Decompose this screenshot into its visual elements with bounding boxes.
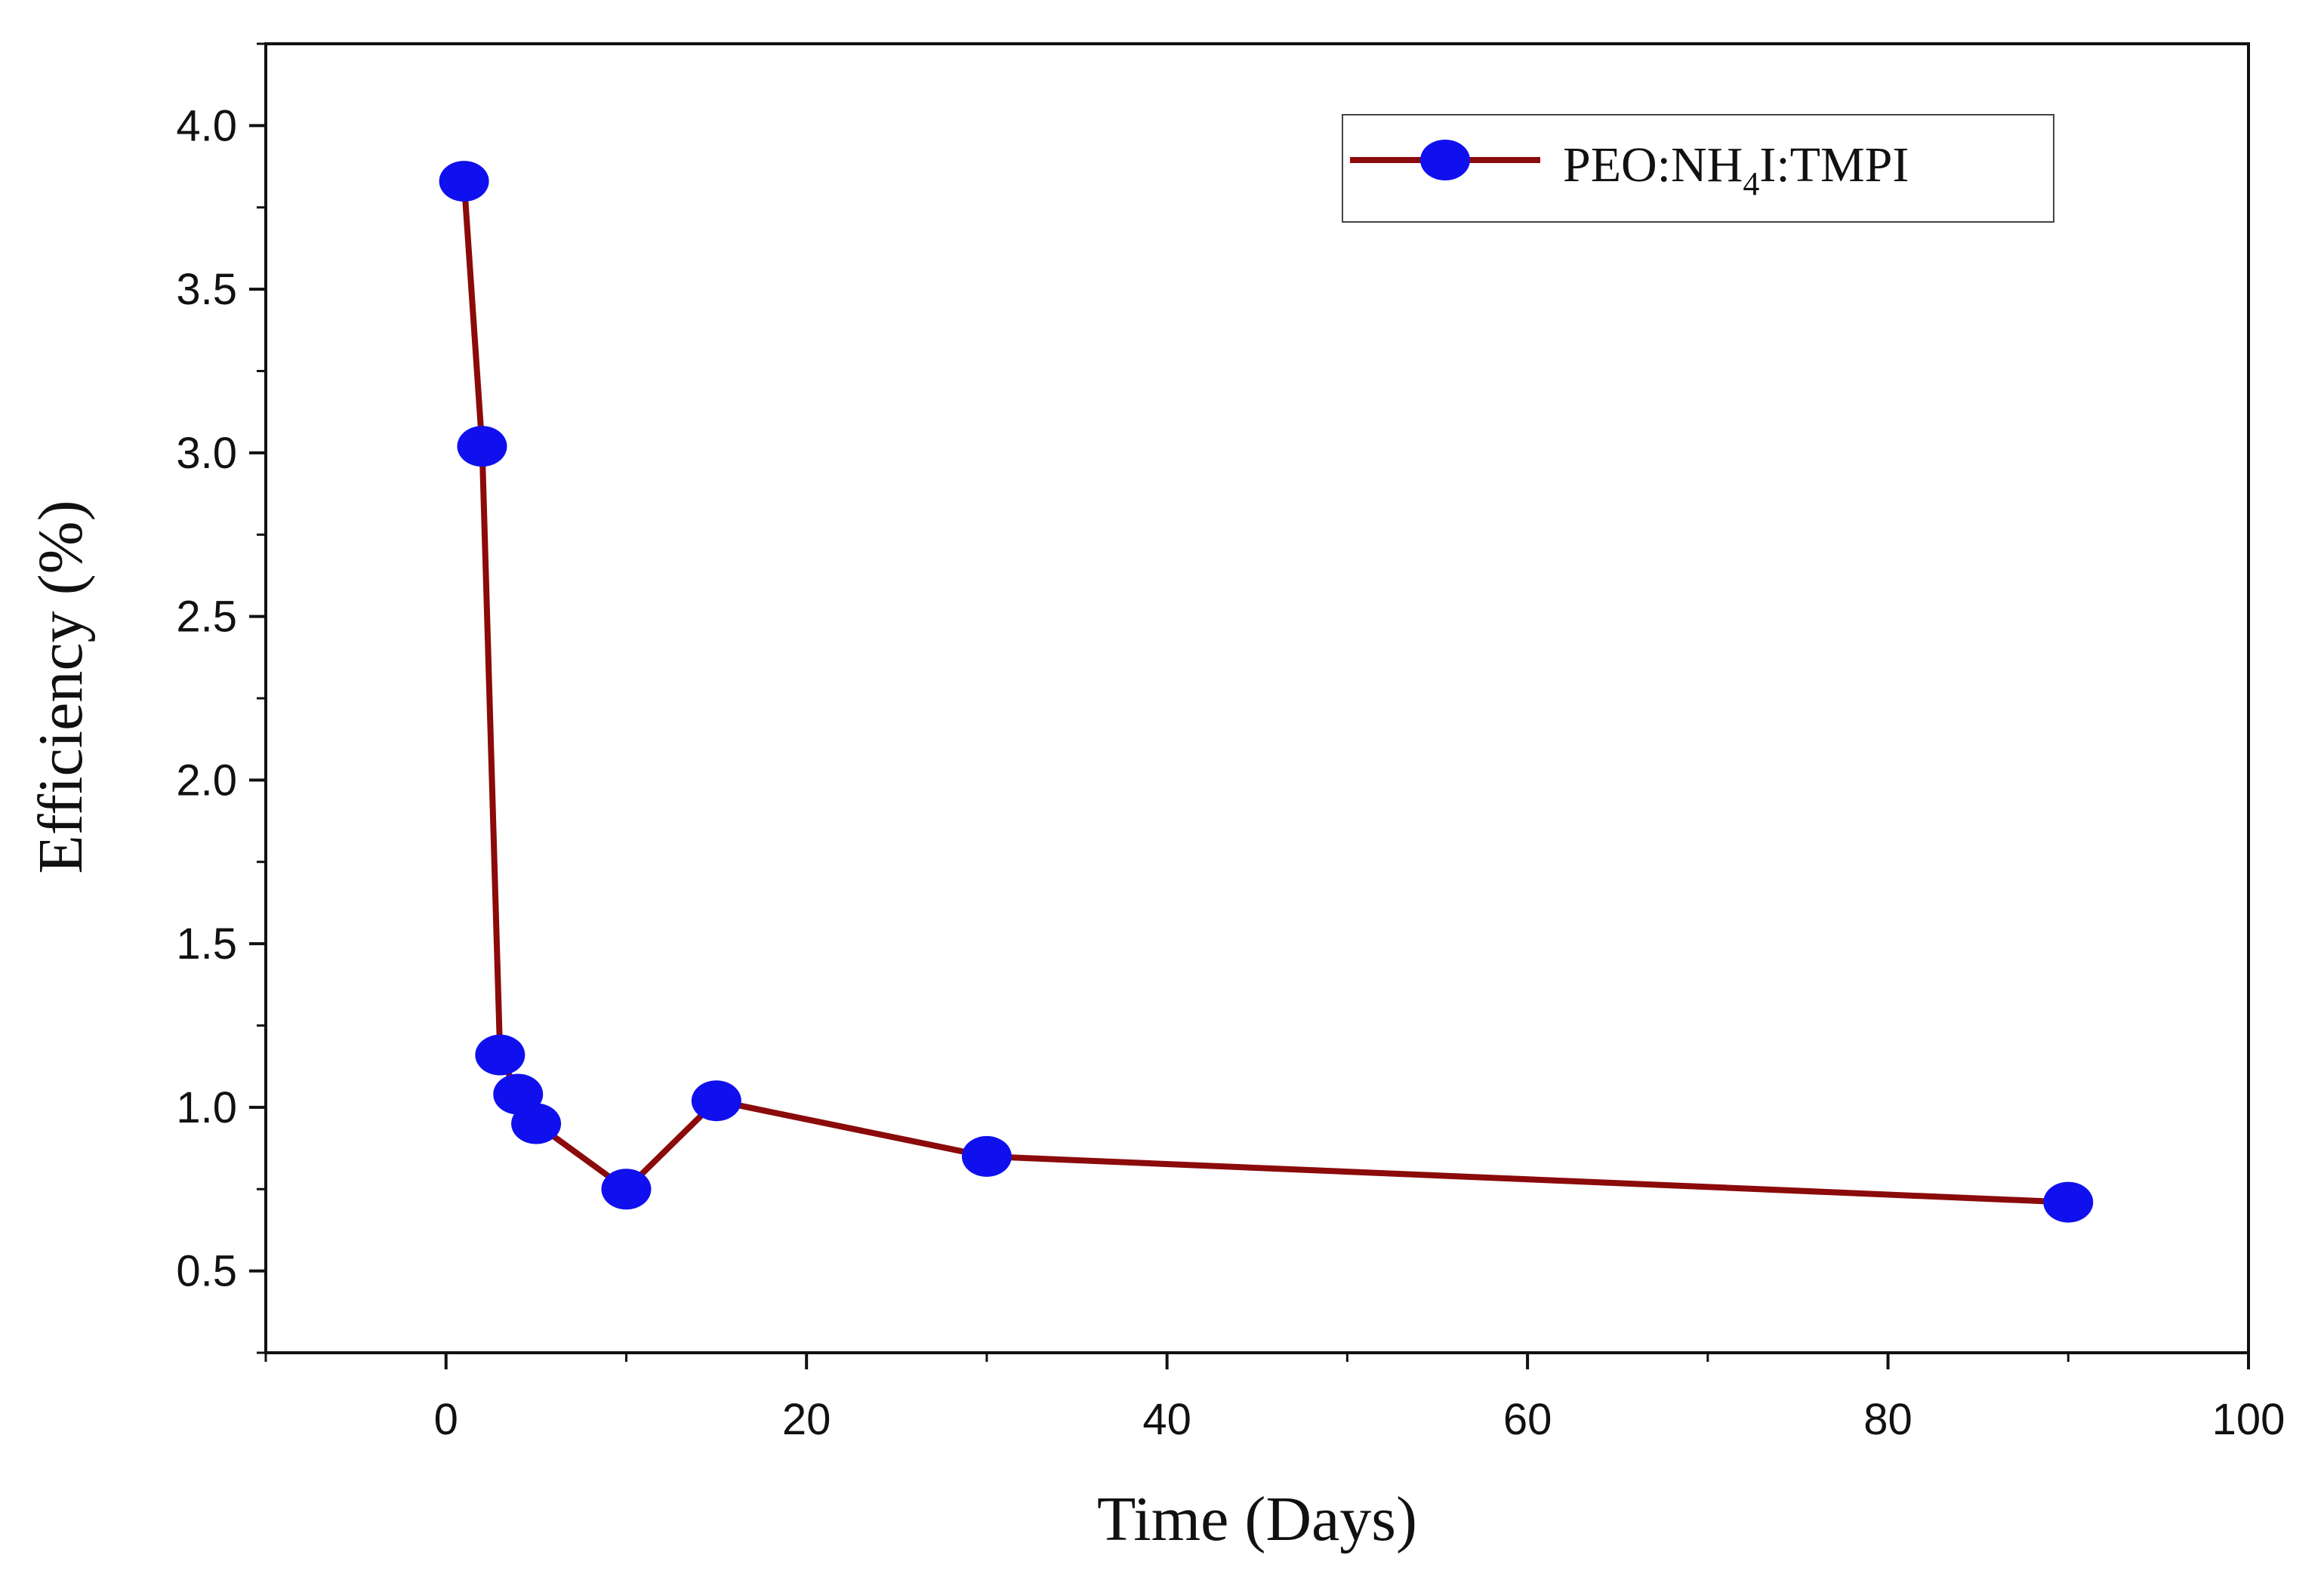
y-axis-title: Efficiency (%) <box>26 500 96 873</box>
y-tick-label: 4.0 <box>176 101 237 150</box>
x-tick-label: 60 <box>1503 1395 1552 1444</box>
data-point <box>457 426 507 467</box>
data-point <box>475 1034 526 1076</box>
legend-label-main: PEO:NH <box>1563 137 1743 192</box>
legend-label-suffix: I:TMPI <box>1759 137 1909 192</box>
legend-series-marker <box>1420 140 1470 180</box>
data-point <box>439 161 489 202</box>
data-point <box>601 1169 652 1210</box>
x-tick-label: 20 <box>782 1395 831 1444</box>
data-point <box>511 1103 562 1144</box>
data-point <box>691 1080 741 1122</box>
y-tick-label: 0.5 <box>176 1247 237 1296</box>
x-tick-label: 40 <box>1142 1395 1191 1444</box>
legend-label-subscript: 4 <box>1743 165 1759 202</box>
y-tick-label: 2.5 <box>176 593 237 642</box>
x-tick-label: 100 <box>2212 1395 2285 1444</box>
y-tick-label: 1.0 <box>176 1083 237 1132</box>
data-series <box>439 161 2094 1223</box>
x-tick-label: 80 <box>1863 1395 1913 1444</box>
data-point <box>961 1135 1012 1177</box>
y-tick-label: 1.5 <box>176 919 237 969</box>
axis-ticks: 0 20 40 60 80 100 0.5 1.0 1.5 2.0 2.5 3.0 3.5 4.0 <box>176 42 2285 1444</box>
legend: PEO:NH4I:TMPI <box>1342 114 2054 223</box>
y-tick-label: 2.0 <box>176 756 237 805</box>
x-axis-title: Time (Days) <box>1097 1484 1417 1554</box>
y-tick-label: 3.5 <box>176 265 237 314</box>
x-tick-label: 0 <box>434 1395 458 1444</box>
y-tick-label: 3.0 <box>176 429 237 478</box>
legend-series-label: PEO:NH4I:TMPI <box>1563 137 1909 202</box>
data-point <box>2043 1181 2094 1223</box>
